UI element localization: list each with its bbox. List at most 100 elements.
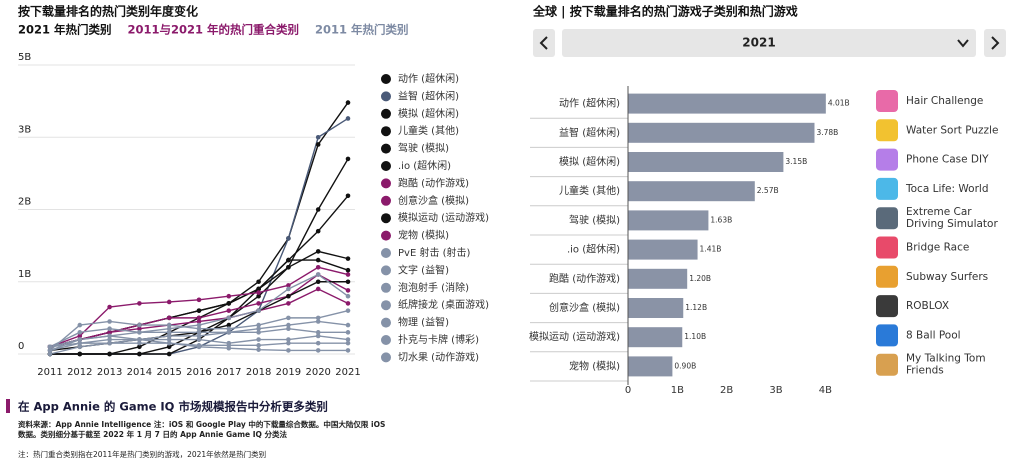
value-label: 1.63B [710,215,732,224]
point [47,348,53,353]
point [137,330,142,335]
game-name-line: Driving Simulator [906,218,998,230]
value-label: 1.41B [700,245,722,254]
point [196,333,202,339]
legend-label: 切水果 (动作游戏) [398,350,479,363]
point [315,228,321,234]
point [315,265,321,270]
legend-label: 跑酷 (动作游戏) [398,176,469,189]
category-label: .io (超休闲) [567,243,620,256]
game-name: My Talking Tom Friends [906,353,986,377]
point [345,256,351,261]
point [315,249,321,254]
x-tick-label: 2015 [156,367,181,378]
legend-label: 物理 (益智) [398,316,449,329]
point [107,304,112,310]
value-label: 3.78B [816,128,838,137]
category-label: 儿童类 (其他) [559,184,620,197]
point [286,322,291,328]
legend-label: 驾驶 (模拟) [398,142,449,155]
game-name-line: Extreme Car [906,206,972,218]
point [256,337,261,342]
point [196,297,202,303]
point [256,330,261,335]
point [345,279,351,285]
x-tick-label: 2021 [335,367,360,378]
legend-swatch [381,352,391,363]
point [166,340,172,346]
point [226,315,232,321]
year-select-value: 2021 [742,36,775,50]
point [286,326,291,332]
game-name-line: Friends [906,365,944,377]
legend-label: 泡泡射手 (消除) [398,281,469,294]
point [77,340,83,346]
legend-label: 扑克与卡牌 (博彩) [398,333,479,346]
point [345,301,351,306]
legend-swatch [381,126,391,137]
category-label: 动作 (超休闲) [559,97,620,110]
point [286,293,291,299]
point [107,333,112,339]
x-tick-label: 2017 [216,367,241,378]
x-tick-label: 2013 [97,367,122,378]
game-icon [876,148,898,171]
point [166,344,172,350]
y-tick-label: 1B [18,269,31,280]
point [47,344,53,350]
game-name: Phone Case DIY [906,154,989,166]
point [286,286,291,292]
year-select[interactable] [562,29,976,57]
category-label: 模拟 (超休闲) [559,155,620,168]
prev-button[interactable] [533,29,555,57]
point [256,293,261,299]
game-icon [876,177,898,200]
bar [628,122,815,143]
game-name: Hair Challenge [906,95,983,107]
x-tick-label: 2011 [37,367,62,378]
point [345,293,351,299]
point [345,156,351,162]
x-tick-label: 4B [819,385,832,396]
x-tick-label: 2020 [305,367,330,378]
point [226,326,232,332]
game-icon [876,324,898,347]
game-icon [876,207,898,230]
point [286,337,291,342]
game-name: ROBLOX [906,300,949,312]
next-button[interactable] [984,29,1006,57]
point [196,322,202,328]
bar [628,268,688,289]
game-name: Subway Surfers [906,271,988,283]
legend-swatch [381,282,391,293]
point [196,330,202,335]
point [286,236,291,241]
point [315,333,321,339]
point [166,333,172,339]
point [107,337,112,342]
value-label: 4.01B [828,99,850,108]
point [107,319,112,324]
legend-swatch [381,178,391,189]
point [107,330,112,335]
y-tick-label: 5B [18,52,31,63]
x-tick-label: 2019 [276,367,301,378]
game-name: 8 Ball Pool [906,329,961,341]
report-link[interactable]: 在 App Annie 的 Game IQ 市场规模报告中分析更多类别 [18,400,328,414]
legend-swatch [381,213,391,224]
point [286,315,291,321]
game-name: Toca Life: World [905,183,989,195]
point [345,322,351,328]
point [196,344,202,350]
point [256,290,261,295]
point [226,301,232,306]
point [77,351,83,357]
game-name-line: My Talking Tom [906,353,986,365]
point [137,344,142,350]
legend-group: 2011与2021 年的热门重合类别 [128,23,300,37]
y-tick-label: 3B [18,124,31,135]
point [286,301,291,306]
point [77,322,83,328]
